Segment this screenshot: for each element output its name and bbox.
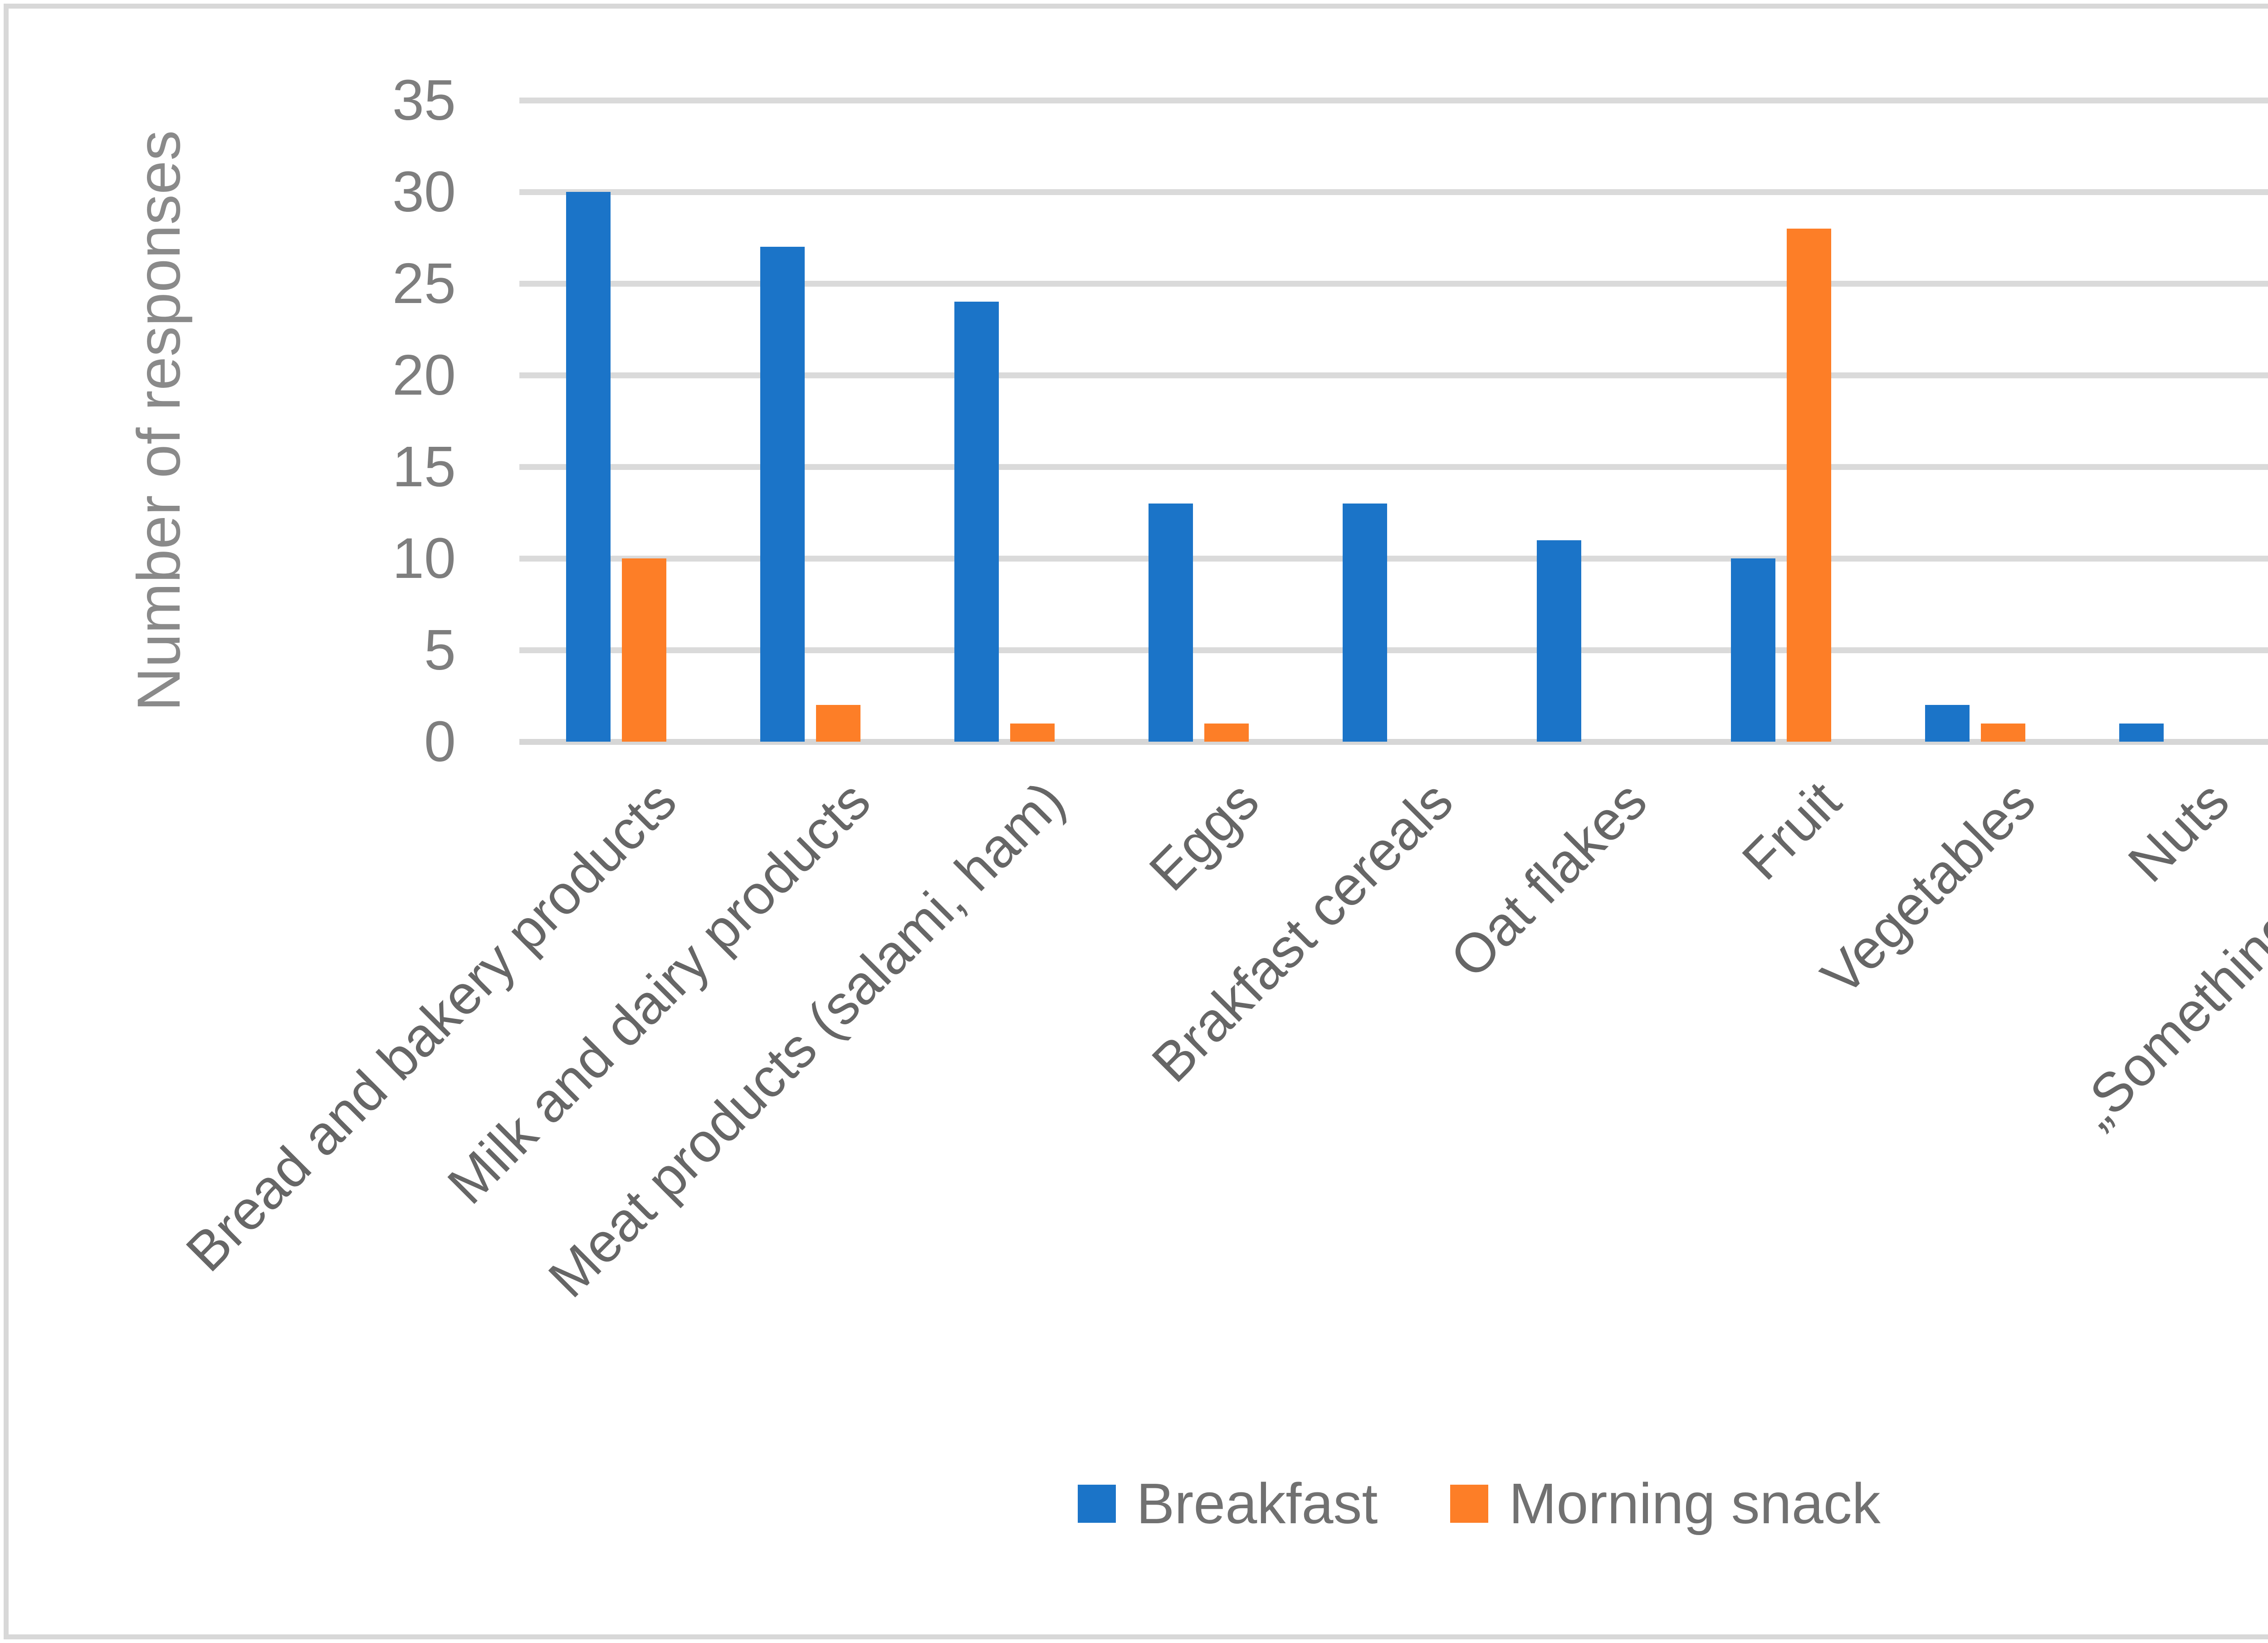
bar-breakfast-meat-products-salami-ham: [954, 302, 999, 742]
chart-border: [4, 4, 2268, 1639]
bar-breakfast-brakfast-cereals: [1343, 503, 1388, 742]
gridline-30: [519, 189, 2268, 195]
legend-item-morning-snack: Morning snack: [1450, 1472, 1881, 1535]
bar-morning-snack-meat-products-salami-ham: [1010, 723, 1055, 742]
bar-morning-snack-bread-and-bakery-products: [622, 558, 667, 742]
x-label-oat-flakes: Oat flakes: [1438, 769, 1659, 989]
y-tick-label-30: 30: [392, 160, 456, 224]
legend-label-breakfast: Breakfast: [1136, 1472, 1378, 1535]
x-label-fruit: Fruit: [1730, 769, 1853, 892]
legend-swatch-morning-snack: [1450, 1485, 1489, 1523]
bar-breakfast-bread-and-bakery-products: [566, 192, 611, 742]
bar-morning-snack-fruit: [1786, 228, 1831, 742]
y-tick-label-20: 20: [392, 343, 456, 407]
bar-morning-snack-milk-and-dairy-products: [816, 705, 861, 742]
bar-morning-snack-eggs: [1204, 723, 1249, 742]
legend-label-morning-snack: Morning snack: [1509, 1472, 1881, 1535]
x-label-nuts: Nuts: [2116, 769, 2241, 894]
y-tick-label-5: 5: [424, 618, 456, 682]
x-label-eggs: Eggs: [1137, 769, 1271, 903]
y-tick-label-15: 15: [392, 435, 456, 499]
gridline-35: [519, 98, 2268, 103]
bar-breakfast-nuts: [2119, 723, 2164, 742]
legend-swatch-breakfast: [1078, 1485, 1116, 1523]
bar-breakfast-fruit: [1730, 558, 1775, 742]
bar-breakfast-milk-and-dairy-products: [760, 247, 805, 742]
legend: Breakfast Morning snack: [0, 1475, 2268, 1532]
bar-breakfast-eggs: [1149, 503, 1193, 742]
x-label-vegetables: Vegetables: [1809, 769, 2047, 1007]
y-tick-label-0: 0: [424, 709, 456, 773]
y-tick-label-25: 25: [392, 251, 456, 315]
legend-item-breakfast: Breakfast: [1078, 1475, 1378, 1532]
bar-breakfast-vegetables: [1925, 705, 1970, 742]
bar-morning-snack-vegetables: [1980, 723, 2025, 742]
y-tick-label-10: 10: [392, 526, 456, 590]
bar-breakfast-oat-flakes: [1537, 540, 1582, 742]
y-tick-label-35: 35: [392, 68, 456, 132]
